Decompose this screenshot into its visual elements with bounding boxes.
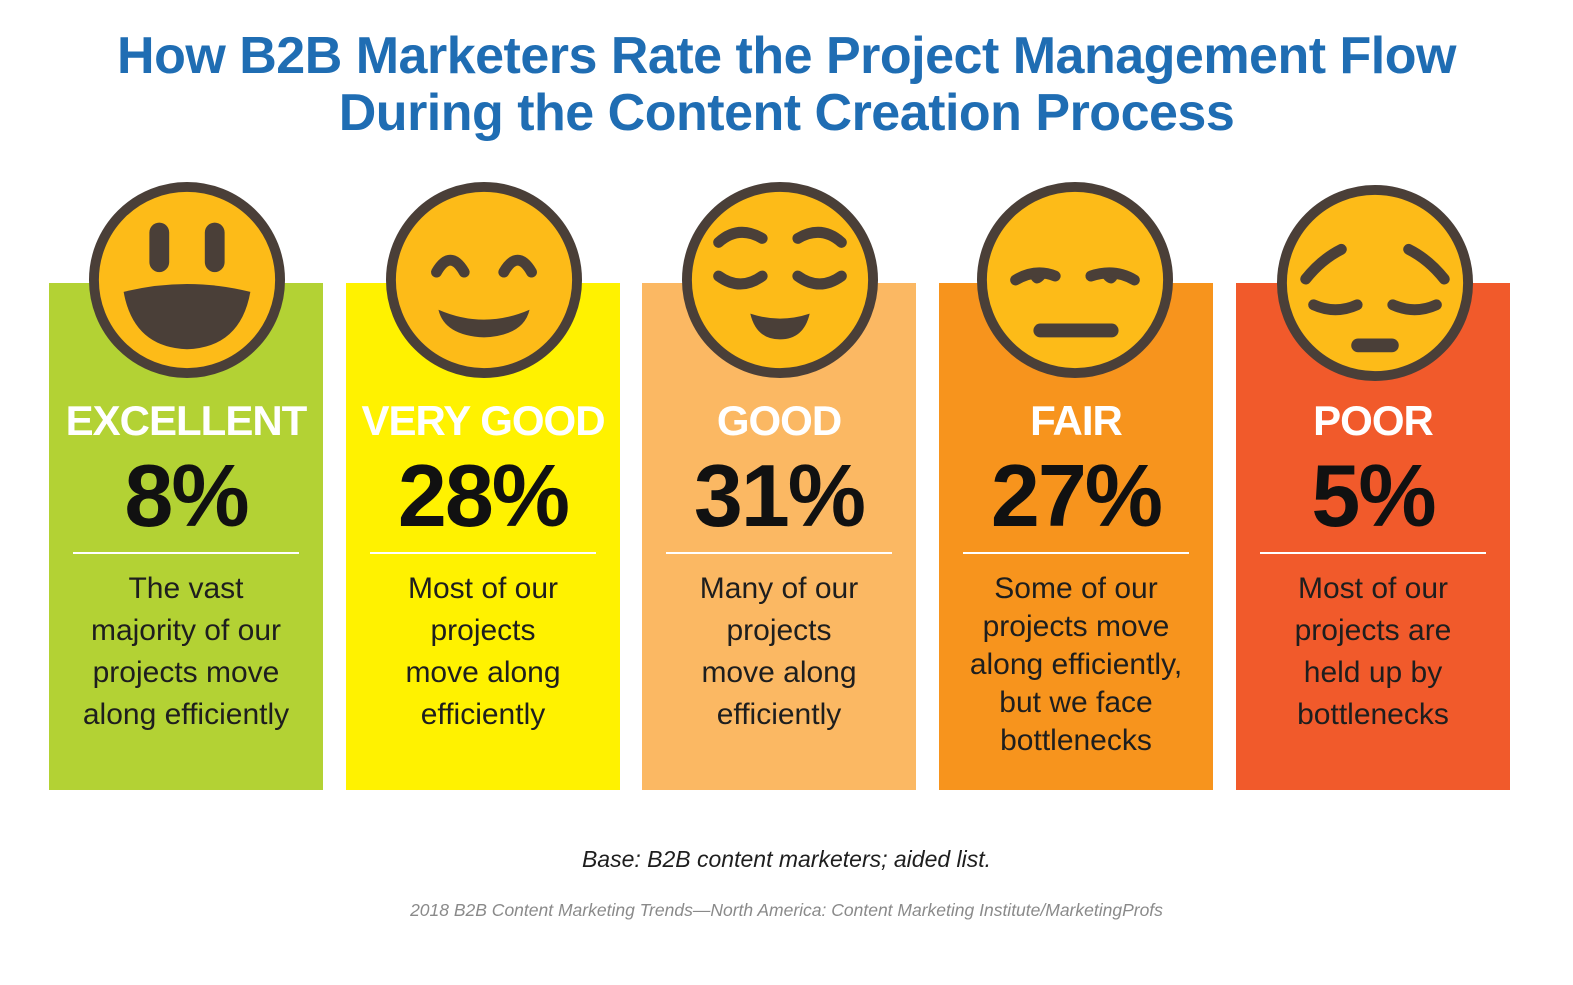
description-line: move along [405, 656, 561, 689]
category-label: GOOD [716, 397, 842, 444]
description-line: move along [701, 656, 857, 689]
left-brow [713, 227, 768, 248]
divider [1260, 552, 1486, 554]
right-eye [204, 222, 225, 273]
description-line: but we face [999, 686, 1153, 719]
left-eye [149, 222, 170, 273]
face-circle [385, 181, 583, 379]
description-line: along efficiently [82, 698, 290, 731]
big-grin-face-icon [88, 181, 286, 379]
left-eye [1010, 267, 1061, 286]
flat-mouth [1033, 323, 1119, 338]
face-circle [976, 181, 1174, 379]
right-eye [498, 254, 537, 278]
chart-title-line-2: During the Content Creation Process [338, 84, 1235, 142]
happy-closed-eyes-face-icon [385, 181, 583, 379]
category-description: The vast majority of our projects move alon… [56, 568, 316, 736]
description-line: majority of our [90, 614, 282, 647]
description-line: projects [726, 614, 832, 647]
description-line: Most of our [407, 572, 559, 605]
description-line: projects move [92, 656, 280, 689]
description-line: held up by [1303, 656, 1443, 689]
value-label: 5% [1311, 446, 1436, 545]
description-line: Many of our [699, 572, 859, 605]
right-brow [1403, 243, 1450, 285]
description-line: efficiently [716, 698, 842, 731]
right-pupil [1102, 276, 1119, 284]
source-note: 2018 B2B Content Marketing Trends—North … [410, 900, 1163, 920]
base-note: Base: B2B content marketers; aided list. [581, 846, 992, 872]
left-eye [1308, 299, 1363, 316]
left-brow [1300, 243, 1347, 285]
right-eye [792, 270, 847, 290]
chart-title: How B2B Marketers Rate the Project Manag… [0, 28, 1573, 142]
category-label: EXCELLENT [65, 397, 308, 444]
divider [963, 552, 1189, 554]
category-label: POOR [1313, 397, 1434, 444]
right-eye [1085, 267, 1140, 286]
category-description: Some of our projects move along efficientl… [946, 570, 1206, 760]
category-label: FAIR [1030, 397, 1123, 444]
value-label: 27% [990, 446, 1163, 545]
divider [370, 552, 596, 554]
description-line: bottlenecks [1297, 698, 1449, 731]
face-circle [681, 181, 879, 379]
pensive-face-icon [1276, 184, 1474, 382]
divider [666, 552, 892, 554]
description-line: The vast [128, 572, 244, 605]
right-eye [1387, 299, 1442, 316]
description-line: Some of our [994, 572, 1158, 605]
smile-mouth [438, 309, 530, 338]
description-line: Most of our [1297, 572, 1449, 605]
divider [73, 552, 299, 554]
description-line: along efficiently, [969, 648, 1183, 681]
value-label: 31% [693, 446, 866, 545]
open-mouth [123, 283, 251, 350]
description-line: projects move [982, 610, 1170, 643]
right-brow [792, 227, 847, 248]
value-label: 8% [124, 446, 249, 545]
left-eye [431, 254, 470, 278]
chart-title-line-1: How B2B Marketers Rate the Project Manag… [117, 27, 1456, 85]
category-description: Most of our projects move along efficiently [353, 568, 613, 736]
value-label: 28% [397, 446, 570, 545]
unamused-face-icon [976, 181, 1174, 379]
description-line: projects are [1294, 614, 1452, 647]
description-line: efficiently [420, 698, 546, 731]
left-pupil [1029, 276, 1046, 284]
category-description: Many of our projects move along efficiently [649, 568, 909, 736]
face-circle [1276, 184, 1474, 382]
smile-mouth [750, 313, 810, 340]
relieved-face-icon [681, 181, 879, 379]
category-description: Most of our projects are held up by bottlen… [1243, 568, 1503, 736]
category-label: VERY GOOD [361, 397, 605, 444]
description-line: bottlenecks [1000, 724, 1152, 757]
left-eye [713, 270, 768, 290]
small-mouth [1351, 338, 1399, 353]
description-line: projects [430, 614, 536, 647]
